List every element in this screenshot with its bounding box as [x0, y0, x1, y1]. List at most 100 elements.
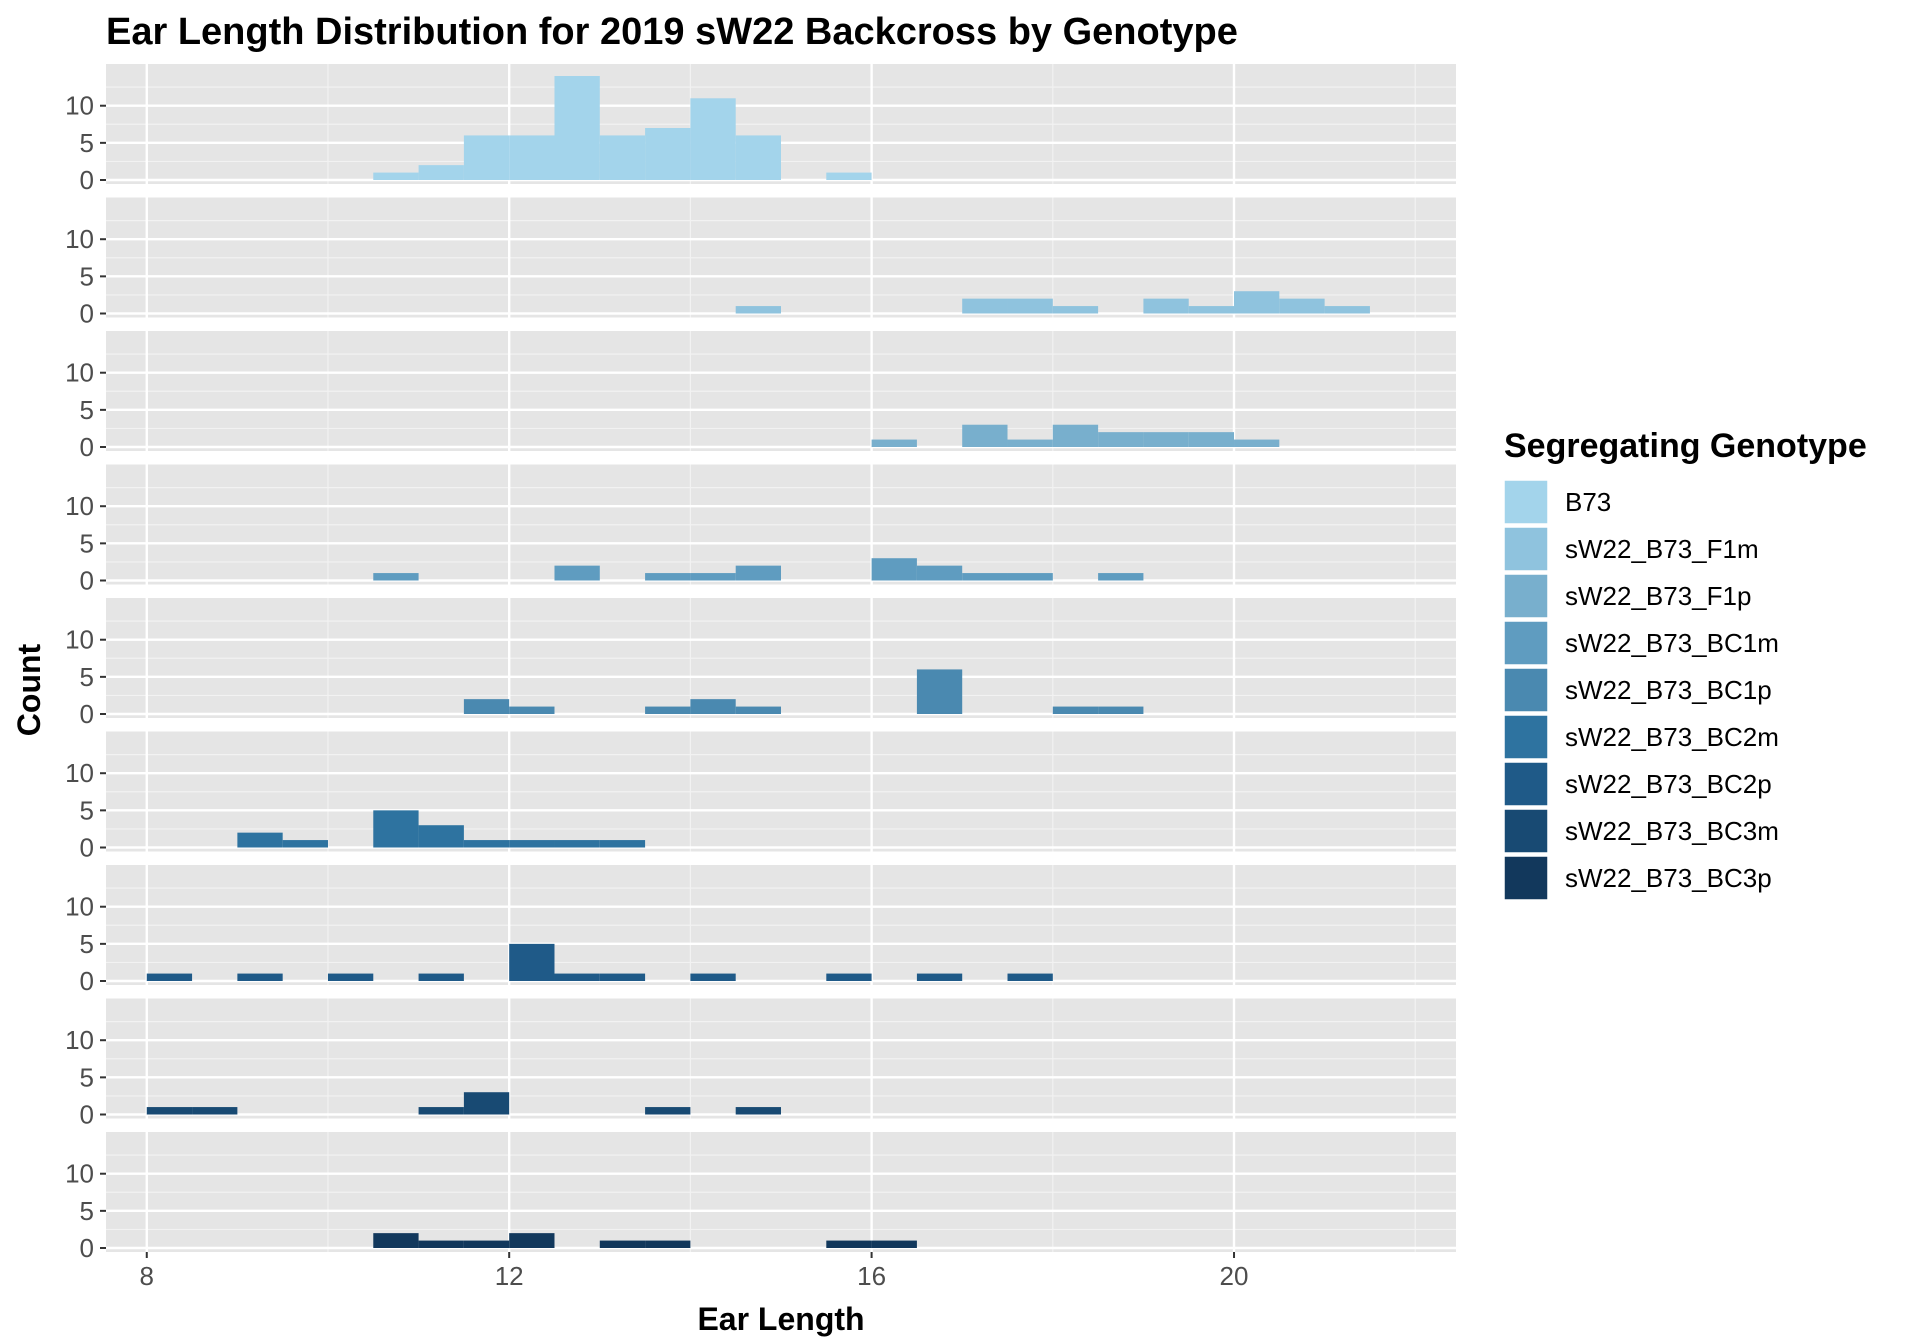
facet-panel-sW22_B73_BC1p: 0 5 10 — [65, 598, 1456, 729]
histogram-bar — [509, 1233, 555, 1248]
histogram-bar — [645, 573, 691, 581]
histogram-bar — [962, 424, 1008, 447]
histogram-bar — [509, 706, 555, 714]
legend-label: sW22_B73_F1p — [1565, 581, 1751, 611]
y-tick-label: 0 — [80, 966, 94, 996]
histogram-bar — [735, 306, 781, 314]
histogram-bar — [690, 973, 736, 981]
y-tick-label: 0 — [80, 299, 94, 329]
histogram-bar — [146, 973, 193, 981]
histogram-bar — [735, 565, 781, 581]
legend-label: sW22_B73_BC1p — [1565, 675, 1772, 705]
histogram-bar — [463, 1092, 510, 1115]
histogram-bar — [735, 706, 781, 714]
legend-key — [1503, 620, 1549, 666]
y-tick-label: 0 — [80, 833, 94, 863]
histogram-bar — [554, 76, 600, 180]
histogram-bar — [327, 973, 374, 981]
histogram-bar — [962, 573, 1008, 581]
histogram-bar — [373, 810, 419, 848]
y-tick-label: 5 — [80, 1196, 94, 1226]
histogram-bar — [192, 1107, 238, 1115]
histogram-bar — [1052, 306, 1099, 314]
legend-item-sW22_B73_BC3p: sW22_B73_BC3p — [1503, 855, 1772, 901]
histogram-bar — [373, 1233, 419, 1248]
facet-panel-sW22_B73_F1m: 0 5 10 — [65, 197, 1456, 329]
x-tick-label: 8 — [140, 1261, 154, 1291]
histogram-bar — [826, 973, 872, 981]
histogram-bar — [826, 1240, 872, 1248]
y-tick-label: 10 — [65, 892, 94, 922]
histogram-bar — [1098, 573, 1144, 581]
y-tick-label: 5 — [80, 795, 94, 825]
histogram-bar — [418, 165, 464, 180]
histogram-bar — [826, 172, 872, 180]
y-tick-label: 5 — [80, 1062, 94, 1092]
y-tick-label: 5 — [80, 261, 94, 291]
legend-label: sW22_B73_BC3m — [1565, 816, 1779, 846]
y-tick-label: 5 — [80, 528, 94, 558]
histogram-bar — [1188, 432, 1235, 447]
legend-key — [1503, 526, 1549, 572]
y-tick-label: 10 — [65, 1025, 94, 1055]
histogram-bar — [1052, 706, 1099, 714]
legend-label: sW22_B73_BC3p — [1565, 863, 1772, 893]
facet-panel-sW22_B73_BC3m: 0 5 10 — [65, 998, 1456, 1130]
histogram-bar — [1098, 432, 1144, 447]
y-tick-label: 0 — [80, 566, 94, 596]
x-tick-label: 12 — [495, 1261, 524, 1291]
histogram-bar — [1098, 706, 1144, 714]
legend-title: Segregating Genotype — [1504, 427, 1867, 465]
histogram-bar — [554, 840, 600, 848]
facet-panel-sW22_B73_BC2m: 0 5 10 — [65, 731, 1456, 863]
y-tick-label: 0 — [80, 1233, 94, 1263]
legend-item-sW22_B73_BC3m: sW22_B73_BC3m — [1503, 808, 1779, 854]
histogram-bar — [1007, 298, 1053, 314]
histogram-bar — [418, 825, 464, 848]
y-tick-label: 10 — [65, 224, 94, 254]
legend-item-sW22_B73_BC2m: sW22_B73_BC2m — [1503, 714, 1779, 760]
facet-panels: 0 5 10 0 5 10 0 5 10 0 5 10 0 5 10 0 5 10 0 5 10 0 5 10 0 5 10 8 12 1… — [65, 64, 1456, 1291]
histogram-bar — [146, 1107, 193, 1115]
histogram-bar — [1279, 298, 1325, 314]
facet-panel-sW22_B73_F1p: 0 5 10 — [65, 331, 1456, 462]
facet-panel-sW22_B73_BC3p: 0 5 10 — [65, 1132, 1456, 1263]
histogram-bar — [690, 573, 736, 581]
histogram-bar — [645, 1107, 691, 1115]
facet-panel-sW22_B73_BC2p: 0 5 10 — [65, 865, 1456, 996]
y-tick-label: 5 — [80, 929, 94, 959]
legend-item-sW22_B73_BC2p: sW22_B73_BC2p — [1503, 761, 1772, 807]
histogram-bar — [1143, 432, 1189, 447]
histogram-bar — [599, 135, 646, 180]
histogram-bar — [690, 98, 736, 180]
histogram-bar — [282, 840, 328, 848]
histogram-bar — [1234, 291, 1280, 314]
legend-key — [1503, 714, 1549, 760]
histogram-bar — [463, 840, 510, 848]
legend-item-sW22_B73_BC1m: sW22_B73_BC1m — [1503, 620, 1779, 666]
y-tick-label: 10 — [65, 758, 94, 788]
histogram-bar — [1324, 306, 1370, 314]
histogram-bar — [418, 1240, 464, 1248]
x-axis-title: Ear Length — [697, 1301, 864, 1337]
histogram-bar — [509, 943, 555, 981]
histogram-bar — [735, 135, 781, 180]
legend-key — [1503, 573, 1549, 619]
legend-key — [1503, 667, 1549, 713]
legend-label: B73 — [1565, 487, 1611, 517]
legend-item-sW22_B73_BC1p: sW22_B73_BC1p — [1503, 667, 1772, 713]
legend-item-sW22_B73_F1p: sW22_B73_F1p — [1503, 573, 1751, 619]
histogram-bar — [554, 973, 600, 981]
x-tick-label: 20 — [1220, 1261, 1249, 1291]
y-tick-label: 10 — [65, 91, 94, 121]
histogram-bar — [871, 558, 917, 581]
histogram-bar — [1188, 306, 1235, 314]
histogram-bar — [1143, 298, 1189, 314]
histogram-bar — [237, 832, 283, 848]
x-tick-label: 16 — [857, 1261, 886, 1291]
legend-item-B73: B73 — [1503, 479, 1611, 525]
histogram-bar — [237, 973, 283, 981]
histogram-bar — [735, 1107, 781, 1115]
chart-title: Ear Length Distribution for 2019 sW22 Ba… — [106, 11, 1238, 53]
histogram-bar — [463, 135, 510, 180]
